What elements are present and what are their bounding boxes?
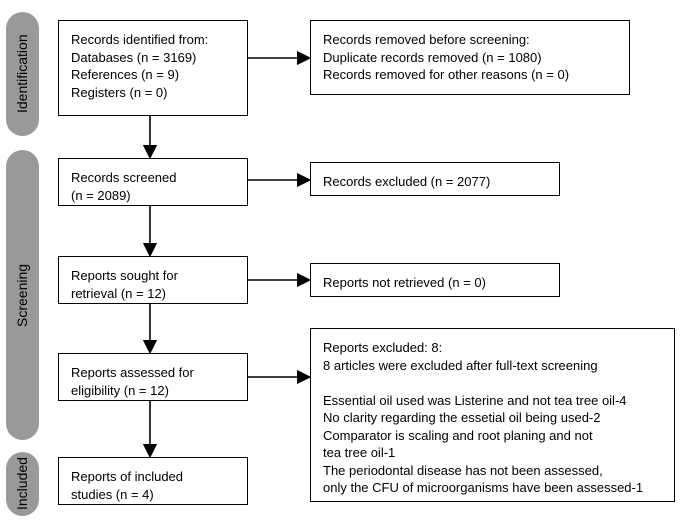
box-line: The periodontal disease has not been ass… (323, 462, 662, 480)
box-line (323, 374, 662, 392)
flow-box-b3: Records screened(n = 2089) (58, 158, 248, 206)
flow-box-b4: Records excluded (n = 2077) (310, 162, 560, 196)
box-line: Reports assessed for (71, 364, 235, 382)
box-line: References (n = 9) (71, 66, 235, 84)
flow-box-b1: Records identified from:Databases (n = 3… (58, 20, 248, 116)
box-line: 8 articles were excluded after full-text… (323, 357, 662, 375)
box-line: No clarity regarding the essetial oil be… (323, 409, 662, 427)
stage-label-screening: Screening (6, 150, 39, 440)
flow-box-b2: Records removed before screening:Duplica… (310, 20, 630, 95)
box-line: Reports sought for (71, 267, 235, 285)
flow-box-b9: Reports of includedstudies (n = 4) (58, 457, 248, 505)
box-line: Comparator is scaling and root planing a… (323, 427, 662, 445)
flow-box-b7: Reports assessed foreligibility (n = 12) (58, 353, 248, 401)
stage-label-included: Included (6, 452, 39, 516)
stage-label-identification: Identification (6, 12, 39, 136)
box-line: (n = 2089) (71, 187, 235, 205)
flow-box-b6: Reports not retrieved (n = 0) (310, 263, 560, 297)
box-line: Reports excluded: 8: (323, 339, 662, 357)
box-line: eligibility (n = 12) (71, 382, 235, 400)
box-line: studies (n = 4) (71, 486, 235, 504)
box-line: Reports of included (71, 468, 235, 486)
box-line: Reports not retrieved (n = 0) (323, 274, 547, 292)
flowchart-canvas: Identification Screening Included Records i… (0, 0, 685, 528)
box-line: Records removed before screening: (323, 31, 617, 49)
box-line: Essential oil used was Listerine and not… (323, 392, 662, 410)
box-line: Registers (n = 0) (71, 84, 235, 102)
box-line: Records screened (71, 169, 235, 187)
box-line: Records identified from: (71, 31, 235, 49)
box-line: Duplicate records removed (n = 1080) (323, 49, 617, 67)
box-line: tea tree oil-1 (323, 444, 662, 462)
flow-box-b8: Reports excluded: 8:8 articles were excl… (310, 328, 675, 502)
box-line: Records excluded (n = 2077) (323, 173, 547, 191)
flow-box-b5: Reports sought forretrieval (n = 12) (58, 256, 248, 304)
box-line: retrieval (n = 12) (71, 285, 235, 303)
box-line: Databases (n = 3169) (71, 49, 235, 67)
box-line: Records removed for other reasons (n = 0… (323, 66, 617, 84)
box-line: only the CFU of microorganisms have been… (323, 479, 662, 497)
